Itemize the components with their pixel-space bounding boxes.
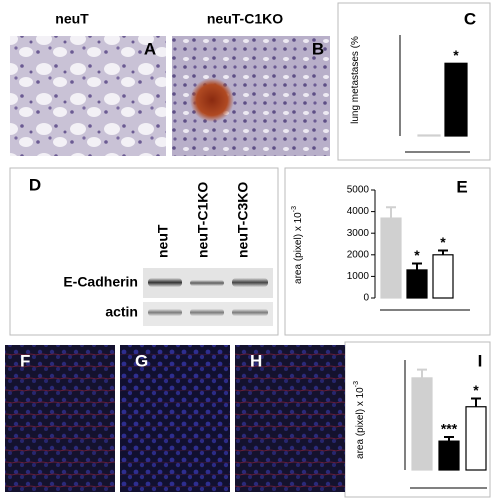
row-label: E-Cadherin [63,274,138,290]
micrograph-a [10,36,166,156]
fluorescence-image [5,345,115,492]
chart-label: C [464,9,476,28]
bar [411,377,433,471]
chart-label: I [478,351,483,370]
error-bar [412,262,422,270]
metastasis-stain [190,78,234,122]
y-tick-label: 3000 [347,228,370,239]
lane-label: neuT-C1KO [195,182,211,258]
error-bar [386,206,396,219]
panel-title: neuT-C1KO [207,11,283,27]
blot-band [190,309,224,316]
bar [444,62,468,137]
bar [438,440,460,471]
y-axis-label: lung metastases (% [350,36,361,124]
blot-band [190,280,224,286]
chart-label: E [456,177,467,196]
panel-label: F [20,351,30,370]
row-label: actin [105,304,138,320]
panel-title: neuT [55,11,89,27]
y-tick-label: 0 [363,293,369,304]
fluorescence-image [235,345,345,492]
y-tick-label: 2000 [347,249,370,260]
error-bar [444,436,454,442]
y-tick-label: 4000 [347,206,370,217]
y-axis-label-exponent: -3 [291,206,298,212]
bar [465,406,487,471]
y-axis-label-exponent: -3 [353,381,360,387]
fluorescence-image [120,345,230,492]
significance: * [453,47,459,63]
error-bar [438,249,448,255]
blot-band [148,309,182,316]
bar [380,217,402,299]
significance: * [473,382,479,398]
blot-band [148,278,182,287]
panel-label: A [144,39,156,58]
lane-label: neuT-C3KO [235,182,251,258]
y-axis-label-text: area (pixel) x 10 [355,387,366,459]
error-bar [471,397,481,407]
panel-label: D [29,175,41,194]
y-axis-label: area (pixel) x 10-3 [353,381,366,459]
panel-label: G [135,351,148,370]
y-axis-label-text: lung metastases (% [350,36,361,124]
panel-label: H [250,351,262,370]
y-tick-label: 5000 [347,185,370,196]
blot-band [232,309,268,316]
significance: *** [441,421,458,437]
panel-frame [284,167,491,336]
lane-label: neuT [155,224,171,258]
blot-band [232,278,268,287]
significance: * [440,234,446,250]
y-axis-label: area (pixel) x 10-3 [291,206,304,284]
y-tick-label: 1000 [347,271,370,282]
y-axis-label-text: area (pixel) x 10 [293,212,304,284]
bar [417,134,441,137]
panel-label: B [312,39,324,58]
significance: * [414,247,420,263]
panel-frame [337,2,491,161]
panel-frame [9,167,279,336]
bar [406,269,428,299]
bar [432,254,454,299]
error-bar [417,368,427,378]
